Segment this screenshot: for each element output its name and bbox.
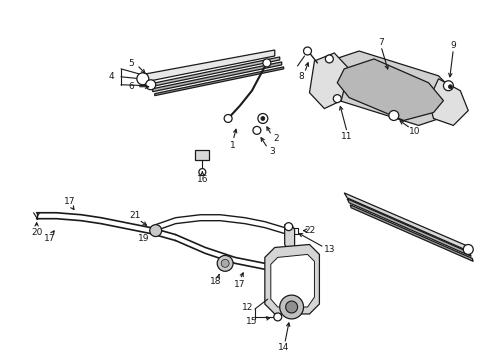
Polygon shape bbox=[427, 79, 468, 125]
Text: 1: 1 bbox=[230, 141, 236, 150]
Text: 2: 2 bbox=[272, 134, 278, 143]
Text: 11: 11 bbox=[341, 132, 352, 141]
Polygon shape bbox=[270, 255, 314, 307]
Circle shape bbox=[252, 126, 260, 134]
Text: 10: 10 bbox=[408, 127, 420, 136]
Polygon shape bbox=[309, 53, 348, 109]
Circle shape bbox=[221, 260, 229, 267]
Polygon shape bbox=[344, 193, 468, 251]
Text: 21: 21 bbox=[129, 211, 140, 220]
Polygon shape bbox=[154, 67, 283, 96]
Text: 9: 9 bbox=[449, 41, 455, 50]
Circle shape bbox=[263, 59, 270, 67]
Circle shape bbox=[388, 111, 398, 121]
Circle shape bbox=[145, 80, 155, 90]
Circle shape bbox=[303, 47, 311, 55]
Text: 17: 17 bbox=[44, 234, 55, 243]
Text: 17: 17 bbox=[63, 197, 75, 206]
Circle shape bbox=[273, 313, 281, 321]
Text: 15: 15 bbox=[245, 318, 257, 327]
Text: 6: 6 bbox=[128, 82, 134, 91]
FancyBboxPatch shape bbox=[195, 150, 209, 160]
Text: 12: 12 bbox=[242, 302, 253, 311]
Circle shape bbox=[149, 225, 162, 237]
Polygon shape bbox=[346, 199, 470, 256]
Circle shape bbox=[217, 255, 233, 271]
Text: 4: 4 bbox=[108, 72, 114, 81]
Text: 19: 19 bbox=[138, 234, 149, 243]
Polygon shape bbox=[349, 205, 472, 261]
Circle shape bbox=[137, 73, 148, 85]
Polygon shape bbox=[152, 62, 281, 92]
Text: 5: 5 bbox=[128, 59, 134, 68]
Text: 16: 16 bbox=[196, 175, 208, 184]
Text: 14: 14 bbox=[278, 343, 289, 352]
Circle shape bbox=[285, 301, 297, 313]
Polygon shape bbox=[264, 244, 319, 314]
Circle shape bbox=[462, 244, 472, 255]
Circle shape bbox=[447, 85, 451, 89]
Polygon shape bbox=[319, 51, 457, 125]
Polygon shape bbox=[284, 225, 294, 249]
Circle shape bbox=[333, 95, 341, 103]
Text: 22: 22 bbox=[303, 226, 314, 235]
Text: 8: 8 bbox=[298, 72, 304, 81]
Circle shape bbox=[224, 114, 232, 122]
Text: 7: 7 bbox=[377, 37, 383, 46]
Text: 17: 17 bbox=[234, 280, 245, 289]
Circle shape bbox=[260, 117, 264, 121]
Text: 20: 20 bbox=[31, 228, 42, 237]
Polygon shape bbox=[150, 57, 279, 87]
Circle shape bbox=[279, 295, 303, 319]
Circle shape bbox=[325, 55, 333, 63]
Circle shape bbox=[199, 168, 205, 176]
Circle shape bbox=[257, 113, 267, 123]
Text: 3: 3 bbox=[268, 147, 274, 156]
Text: 13: 13 bbox=[323, 245, 334, 254]
Text: 18: 18 bbox=[209, 277, 221, 286]
Polygon shape bbox=[141, 50, 274, 83]
Polygon shape bbox=[337, 59, 443, 121]
Circle shape bbox=[443, 81, 452, 91]
Circle shape bbox=[284, 223, 292, 231]
